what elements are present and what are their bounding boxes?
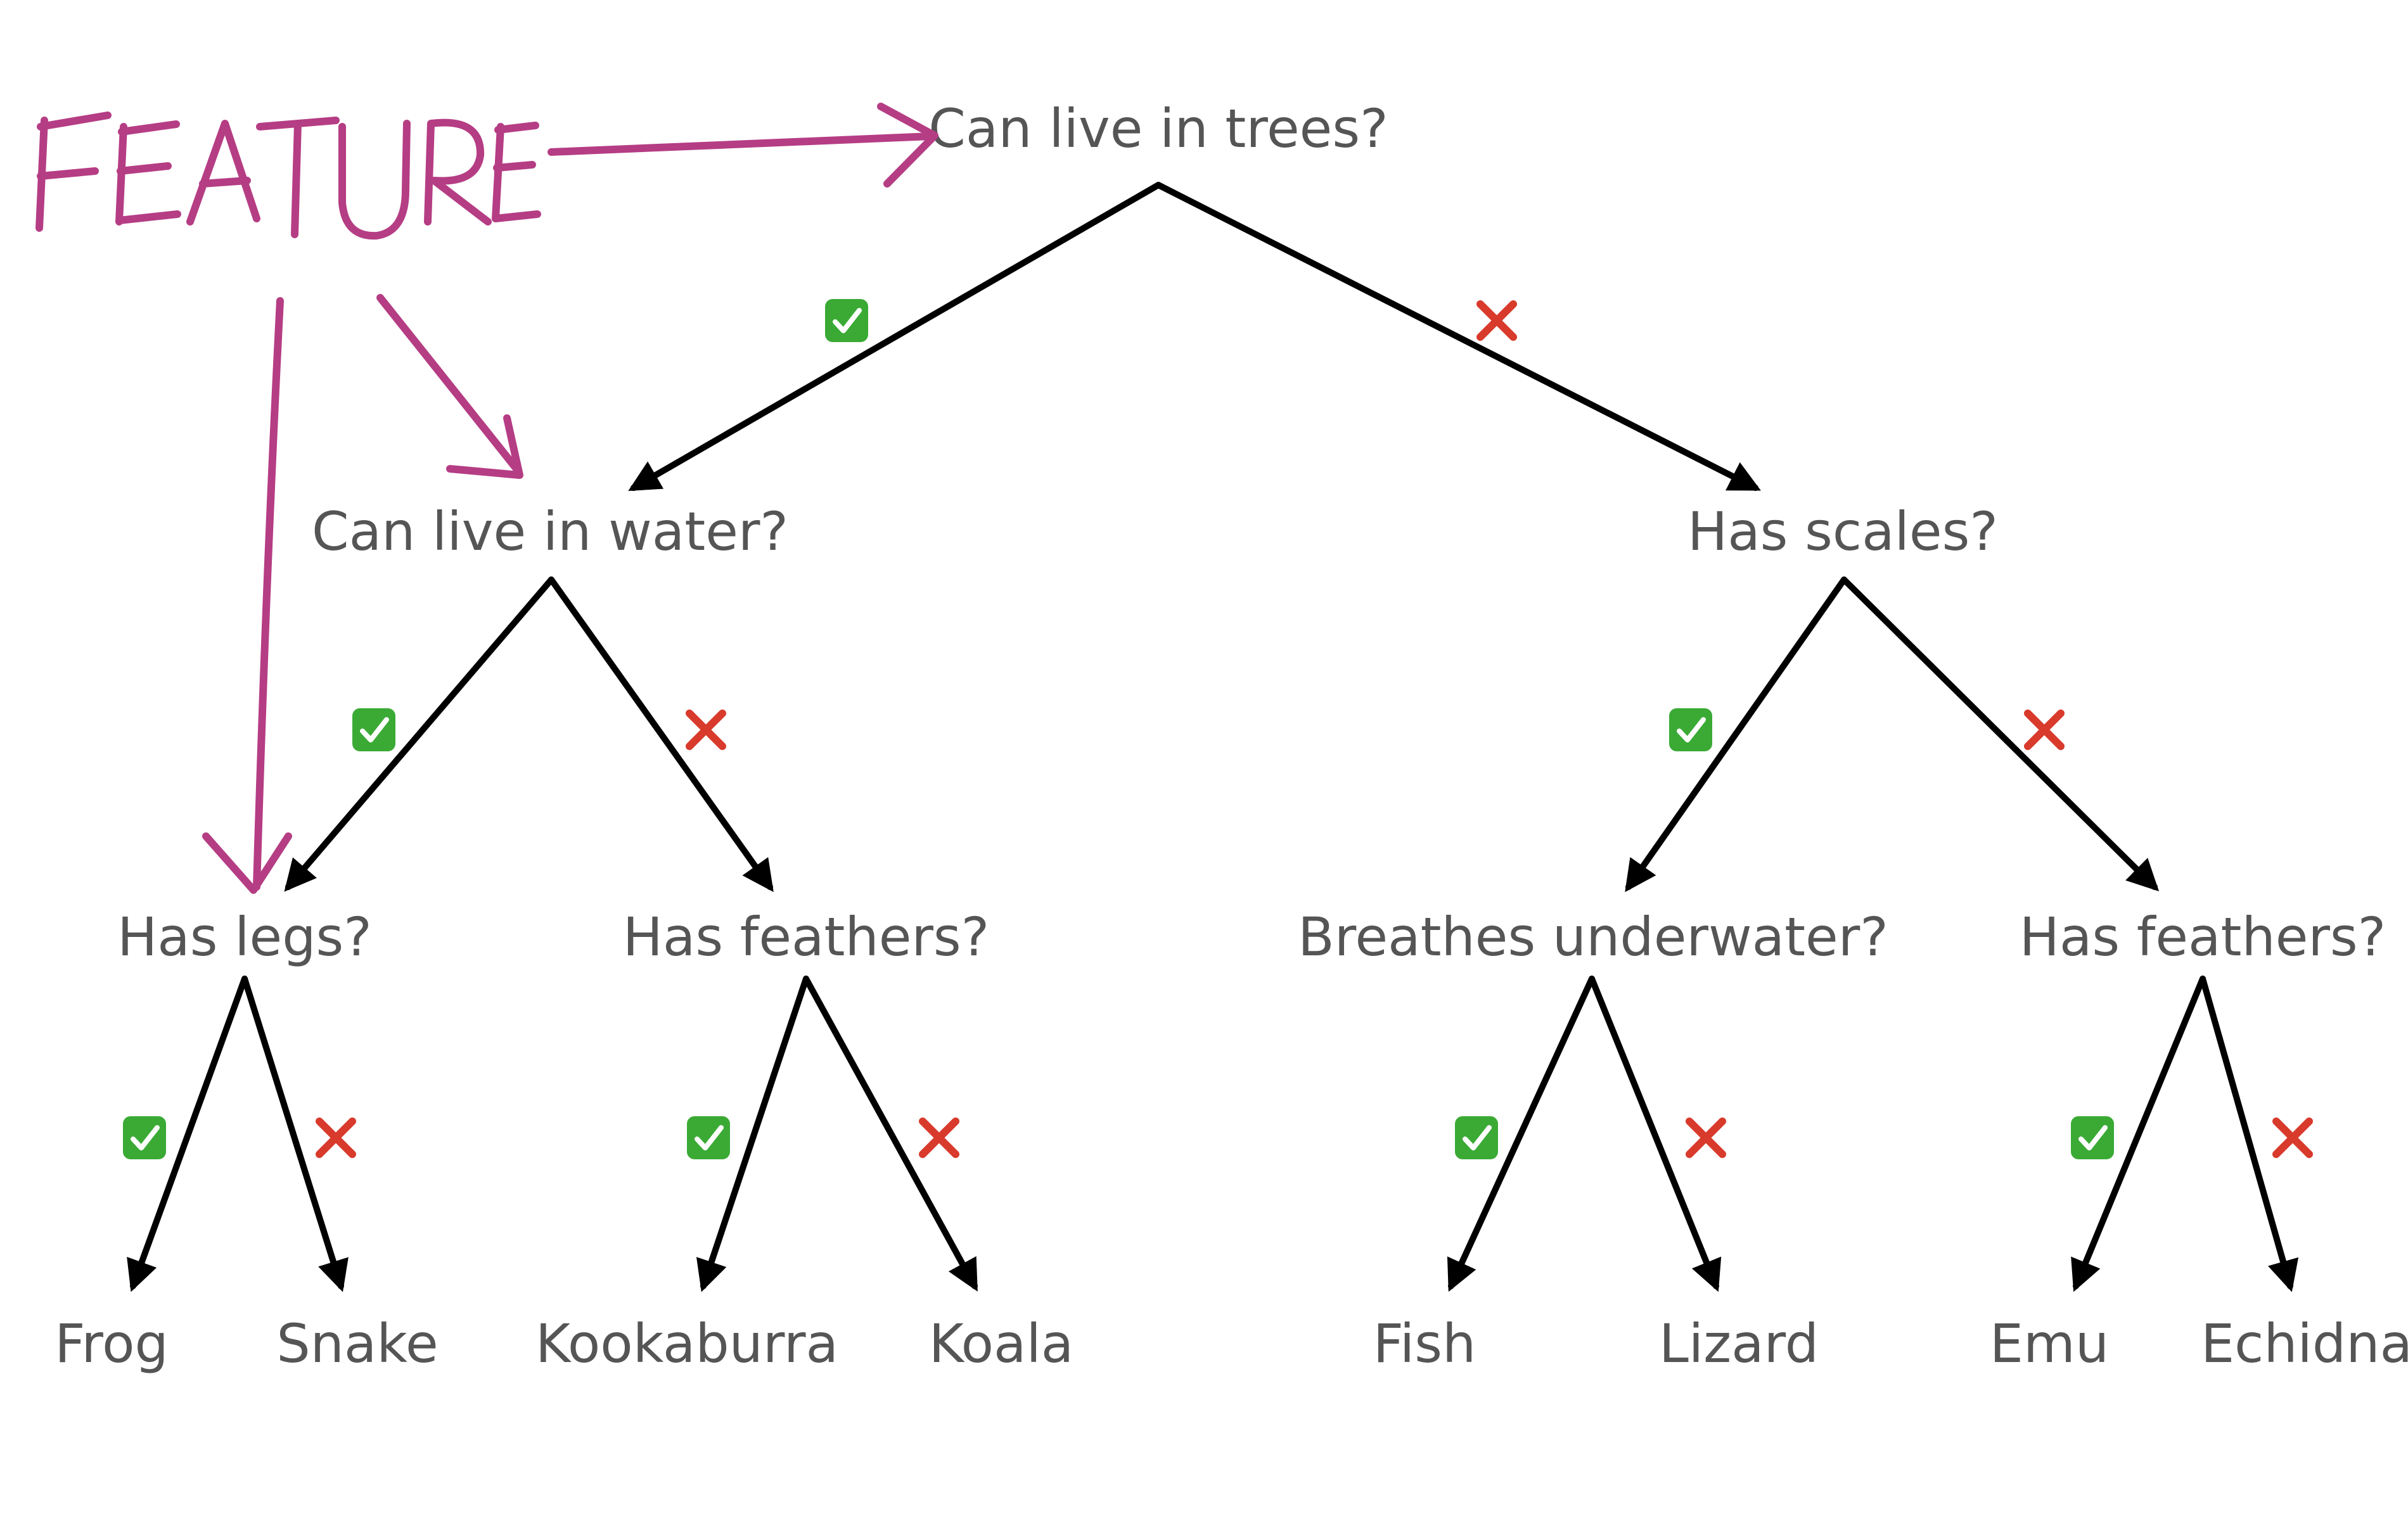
edge-legs-yes — [127, 976, 248, 1292]
feature-arrow-to-water — [376, 294, 523, 479]
feature-arrow-to-legs — [202, 297, 292, 894]
node-feathers-left: Has feathers? — [623, 906, 990, 968]
edge-feathersL-yes — [696, 976, 809, 1292]
edge-legs-no — [241, 976, 349, 1292]
cross-icon — [686, 710, 726, 750]
leaf-kookaburra: Kookaburra — [535, 1313, 838, 1375]
check-icon — [352, 708, 395, 751]
node-scales: Has scales? — [1688, 500, 1998, 563]
leaf-echidna: Echidna — [2201, 1313, 2408, 1375]
check-icon — [825, 299, 868, 342]
branch-icons — [123, 299, 2313, 1159]
feature-letters-logo — [35, 111, 541, 240]
leaf-fish: Fish — [1373, 1313, 1476, 1375]
leaf-koala: Koala — [929, 1313, 1074, 1375]
check-icon — [1669, 708, 1712, 751]
edge-feathersR-yes — [2071, 976, 2206, 1292]
leaf-snake: Snake — [276, 1313, 438, 1375]
cross-icon — [2272, 1117, 2313, 1158]
leaf-emu: Emu — [1990, 1313, 2109, 1375]
edge-feathersL-no — [803, 976, 978, 1292]
cross-icon — [1476, 300, 1517, 341]
edge-water-yes — [284, 576, 554, 892]
feature-arrow-to-root — [548, 103, 938, 188]
leaf-lizard: Lizard — [1659, 1313, 1819, 1375]
node-legs: Has legs? — [117, 906, 372, 968]
edge-water-no — [548, 576, 774, 893]
cross-icon — [1686, 1117, 1726, 1158]
leaf-frog: Frog — [54, 1313, 169, 1375]
feature-annotation: FEATURE — [35, 103, 938, 894]
cross-icon — [919, 1117, 959, 1158]
edge-breathes-no — [1589, 976, 1722, 1292]
check-icon — [2071, 1116, 2114, 1159]
node-breathes: Breathes underwater? — [1298, 906, 1888, 968]
edge-root-no — [1155, 182, 1761, 491]
edge-breathes-yes — [1447, 976, 1595, 1292]
node-feathers-right: Has feathers? — [2020, 906, 2386, 968]
edge-feathersR-no — [2200, 976, 2299, 1292]
node-water: Can live in water? — [312, 500, 788, 563]
check-icon — [1455, 1116, 1498, 1159]
cross-icon — [2024, 710, 2065, 750]
edge-scales-no — [1841, 576, 2160, 892]
edge-scales-yes — [1625, 576, 1847, 893]
node-root: Can live in trees? — [928, 98, 1388, 160]
cross-icon — [316, 1117, 356, 1158]
edge-root-yes — [628, 182, 1162, 491]
check-icon — [687, 1116, 730, 1159]
check-icon — [123, 1116, 166, 1159]
tree-edges — [127, 182, 2299, 1292]
